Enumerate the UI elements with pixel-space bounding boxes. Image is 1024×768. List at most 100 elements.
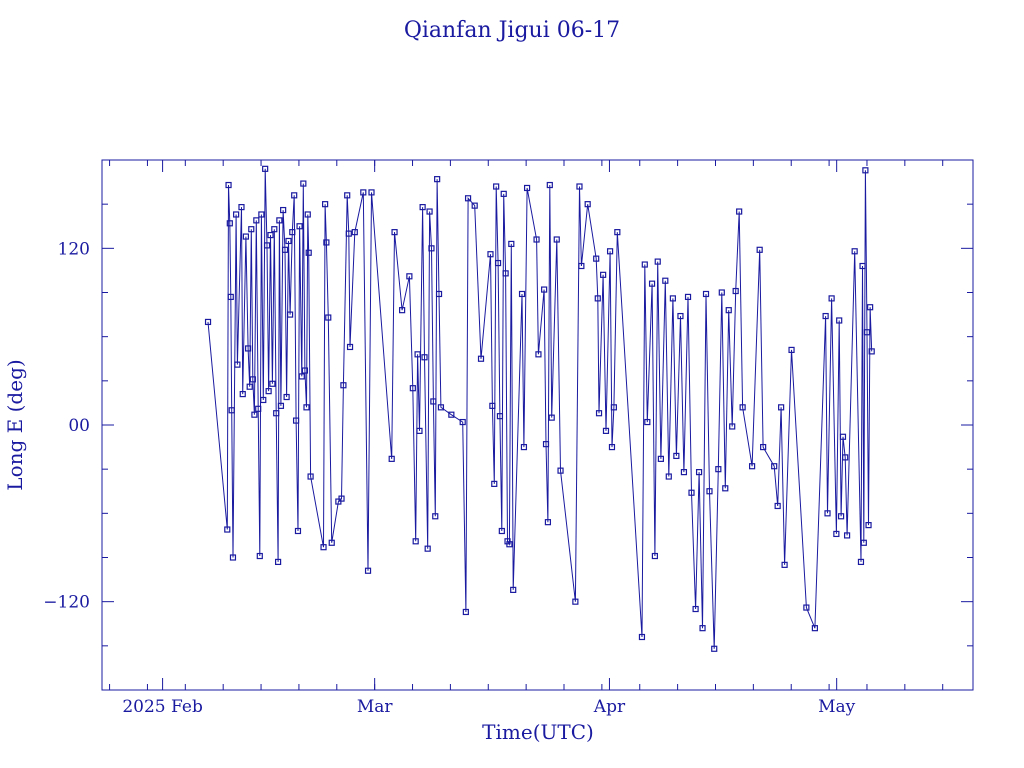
data-point: [718, 289, 725, 296]
y-tick-label: −120: [43, 593, 90, 613]
data-point: [803, 604, 810, 611]
data-point: [828, 295, 835, 302]
data-point: [274, 558, 282, 566]
data-point: [234, 361, 241, 368]
data-point: [360, 189, 367, 196]
data-point: [760, 443, 767, 451]
data-point: [542, 441, 550, 448]
data-point: [328, 539, 335, 546]
data-point: [233, 211, 240, 218]
data-point: [424, 545, 431, 552]
data-point: [756, 246, 763, 253]
data-point: [657, 455, 664, 462]
data-point: [419, 204, 426, 211]
data-point: [338, 495, 345, 502]
data-point: [535, 351, 542, 358]
data-point: [459, 418, 466, 426]
data-point: [462, 608, 469, 616]
data-point: [739, 404, 746, 411]
plot-frame: [101, 159, 974, 691]
data-point: [608, 443, 616, 451]
data-point: [680, 469, 688, 476]
data-point: [285, 237, 292, 245]
data-point: [255, 405, 262, 412]
data-point: [702, 290, 710, 298]
data-point: [857, 558, 865, 566]
data-point: [576, 183, 583, 190]
data-point: [510, 586, 517, 593]
axis-ticks: [102, 160, 973, 690]
x-tick-label: 2025 Feb: [122, 697, 203, 717]
data-point: [544, 519, 552, 526]
data-point: [778, 404, 785, 411]
data-point: [748, 463, 756, 470]
data-point: [238, 204, 245, 211]
data-point: [673, 452, 680, 460]
data-point: [496, 413, 504, 420]
data-point: [648, 280, 656, 287]
data-point: [448, 411, 455, 418]
data-point: [695, 469, 703, 476]
data-point: [600, 271, 607, 278]
data-point: [320, 544, 327, 551]
data-point: [301, 367, 309, 374]
data-point: [292, 417, 300, 424]
axis-tick-labels: −120 00 120 2025 Feb Mar Apr May: [43, 239, 855, 717]
data-point: [249, 376, 256, 383]
data-point: [286, 311, 294, 318]
data-point: [851, 248, 858, 255]
data-point: [258, 211, 265, 218]
chart-title: Qianfan Jigui 06-17: [404, 18, 620, 43]
data-point: [416, 427, 423, 434]
data-point: [500, 190, 507, 197]
data-point: [303, 404, 310, 411]
data-point: [669, 295, 676, 302]
data-point: [256, 552, 263, 560]
data-point: [283, 393, 290, 401]
data-point: [859, 262, 866, 270]
data-point: [506, 541, 513, 548]
data-point: [860, 539, 867, 546]
data-point: [271, 226, 278, 233]
data-point: [304, 211, 311, 218]
data-point: [277, 402, 285, 409]
data-point: [546, 181, 553, 189]
x-tick-label: May: [818, 697, 856, 717]
data-point: [253, 217, 260, 224]
data-point: [774, 502, 781, 510]
data-point: [867, 304, 874, 311]
data-point: [553, 236, 560, 243]
data-point: [432, 513, 439, 520]
data-point: [344, 192, 351, 199]
data-point: [699, 625, 706, 632]
data-point: [251, 411, 258, 418]
data-point: [736, 208, 743, 215]
data-layer: [204, 165, 875, 652]
data-point: [340, 382, 347, 389]
data-point: [677, 312, 684, 320]
data-point: [228, 407, 235, 414]
data-point: [491, 480, 498, 487]
data-point: [822, 312, 829, 320]
data-point: [557, 467, 564, 474]
data-point: [305, 249, 312, 256]
data-point: [239, 390, 246, 398]
data-point: [246, 383, 253, 390]
data-point: [391, 229, 398, 236]
data-point: [839, 433, 847, 440]
data-point: [245, 345, 252, 352]
data-point: [346, 343, 354, 351]
data-point: [364, 567, 372, 574]
series-line: [207, 168, 873, 649]
data-point: [584, 201, 591, 208]
y-tick-label: 00: [68, 416, 90, 436]
data-point: [406, 273, 413, 280]
data-point: [242, 233, 250, 240]
data-point: [434, 176, 441, 183]
data-point: [276, 217, 283, 224]
data-point: [594, 295, 601, 302]
data-point: [706, 488, 713, 495]
data-point: [265, 388, 272, 395]
data-point: [502, 270, 509, 277]
data-point: [388, 455, 395, 462]
